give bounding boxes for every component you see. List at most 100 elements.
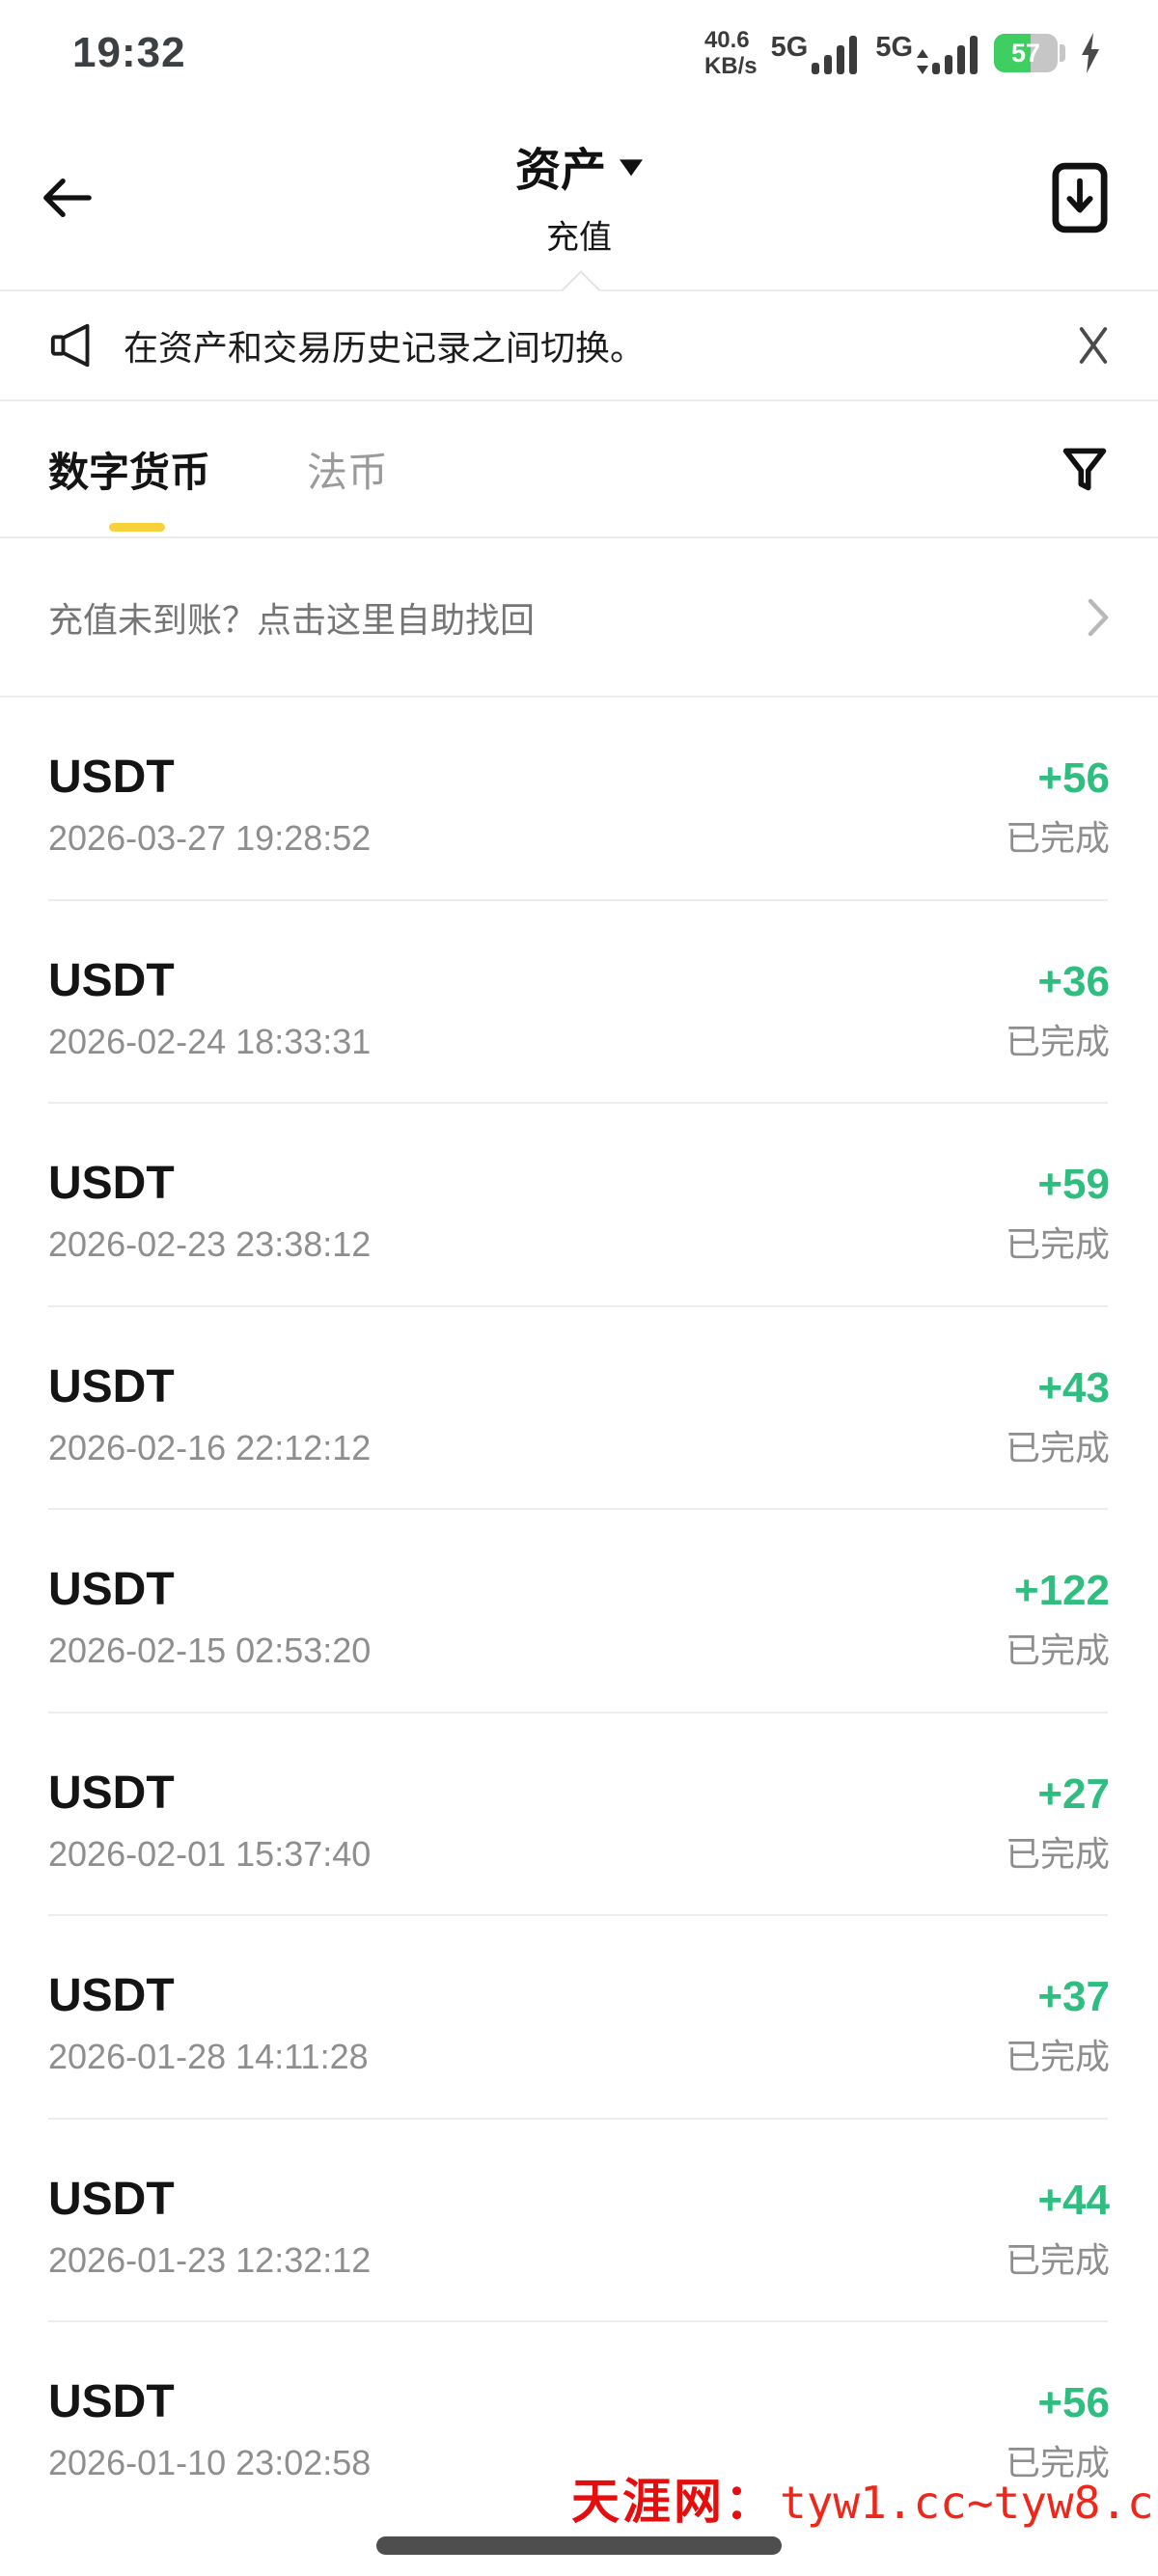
asset-name: USDT: [48, 1158, 175, 1210]
back-button[interactable]: [41, 176, 93, 220]
back-arrow-icon: [43, 178, 92, 218]
status-bar: 19:32 40.6 KB/s 5G 5G: [0, 0, 1158, 106]
home-indicator[interactable]: [376, 2536, 782, 2555]
tab-fiat[interactable]: 法币: [307, 440, 388, 499]
deposit-amount: +27: [1037, 1769, 1110, 1818]
deposit-row-line1: USDT +27: [48, 1768, 1110, 1819]
deposit-status: 已完成: [1005, 1427, 1110, 1467]
announcement-speaker-icon: [50, 323, 90, 368]
deposit-row[interactable]: USDT +37 2026-01-28 14:11:28 已完成: [0, 1916, 1158, 2120]
deposit-row-line1: USDT +36: [48, 954, 1110, 1006]
deposit-datetime: 2026-01-28 14:11:28: [48, 2037, 369, 2077]
deposit-recovery-link[interactable]: 充值未到账？点击这里自助找回: [0, 538, 1158, 696]
battery-percent: 57: [1010, 38, 1041, 68]
deposit-row-line1: USDT +43: [48, 1361, 1110, 1412]
deposit-row[interactable]: USDT +43 2026-02-16 22:12:12 已完成: [0, 1307, 1158, 1511]
currency-tabs: 数字货币 法币: [0, 401, 1158, 536]
deposit-row-line2: 2026-02-24 18:33:31 已完成: [48, 1022, 1110, 1062]
watermark-site-name: 天涯网：: [571, 2475, 776, 2529]
deposit-amount: +59: [1037, 1161, 1110, 1209]
watermark-urls: tyw1.cc~tyw8.cc: [780, 2477, 1158, 2529]
deposit-datetime: 2026-02-24 18:33:31: [48, 1021, 372, 1061]
deposit-datetime: 2026-02-01 15:37:40: [48, 1833, 372, 1874]
sim1-signal: 5G: [771, 32, 863, 74]
battery-group: 57: [994, 34, 1065, 72]
deposit-amount: +37: [1037, 1973, 1110, 2021]
banner-message: 在资产和交易历史记录之间切换。: [124, 328, 646, 368]
battery-indicator: 57: [994, 34, 1058, 72]
assets-dropdown[interactable]: 资产: [515, 132, 643, 199]
announcement-banner: 在资产和交易历史记录之间切换。: [0, 291, 1158, 399]
deposit-status: 已完成: [1005, 1833, 1110, 1874]
deposit-row-line1: USDT +56: [48, 2377, 1110, 2427]
deposit-amount: +36: [1037, 957, 1110, 1005]
asset-name: USDT: [48, 1767, 175, 1819]
deposit-row[interactable]: USDT +56 2026-03-27 19:28:52 已完成: [0, 698, 1158, 901]
signal-bars-icon: [812, 36, 858, 74]
network-speed: 40.6 KB/s: [704, 27, 758, 79]
site-watermark: 天涯网： tyw1.cc~tyw8.cc: [571, 2463, 1158, 2533]
deposit-datetime: 2026-01-10 23:02:58: [48, 2443, 372, 2483]
asset-name: USDT: [48, 954, 175, 1006]
sim1-network-label: 5G: [770, 32, 809, 63]
deposit-row-line1: USDT +44: [48, 2173, 1110, 2225]
deposit-status: 已完成: [1005, 2443, 1110, 2483]
deposit-amount: +44: [1037, 2176, 1110, 2224]
deposit-row[interactable]: USDT +36 2026-02-24 18:33:31 已完成: [0, 901, 1158, 1105]
deposit-row[interactable]: USDT +44 2026-01-23 12:32:12 已完成: [0, 2120, 1158, 2323]
deposit-status: 已完成: [1005, 818, 1110, 859]
close-icon: [1079, 327, 1108, 364]
sim2-network-label: 5G: [875, 32, 913, 63]
deposit-row-line2: 2026-01-10 23:02:58 已完成: [48, 2443, 1110, 2483]
deposit-row-line2: 2026-02-16 22:12:12 已完成: [48, 1428, 1110, 1468]
battery-fill: [994, 34, 1031, 72]
deposit-row-line2: 2026-01-23 12:32:12 已完成: [48, 2240, 1110, 2281]
asset-name: USDT: [48, 1564, 175, 1616]
deposit-amount: +56: [1037, 2379, 1110, 2427]
deposit-status: 已完成: [1005, 2239, 1110, 2280]
filter-funnel-icon: [1062, 448, 1107, 491]
deposit-datetime: 2026-02-15 02:53:20: [48, 1631, 372, 1671]
deposit-list: USDT +56 2026-03-27 19:28:52 已完成 USDT +3…: [0, 698, 1158, 2526]
page-header: 资产 充值: [0, 106, 1158, 309]
tab-crypto[interactable]: 数字货币: [48, 440, 210, 499]
deposit-row[interactable]: USDT +56 2026-01-10 23:02:58 已完成: [0, 2322, 1158, 2526]
export-history-button[interactable]: [1052, 162, 1108, 233]
deposit-status: 已完成: [1005, 1021, 1110, 1061]
deposit-datetime: 2026-02-16 22:12:12: [48, 1427, 372, 1467]
deposit-datetime: 2026-03-27 19:28:52: [48, 818, 372, 859]
network-speed-value: 40.6: [703, 27, 750, 53]
battery-tip: [1060, 44, 1065, 62]
deposit-row-line1: USDT +59: [48, 1159, 1110, 1209]
deposit-row[interactable]: USDT +59 2026-02-23 23:38:12 已完成: [0, 1104, 1158, 1307]
download-icon: [1052, 162, 1108, 233]
banner-close-button[interactable]: [1077, 325, 1110, 366]
divider: [0, 696, 1158, 698]
deposit-status: 已完成: [1005, 1224, 1110, 1265]
deposit-row-line1: USDT +122: [48, 1565, 1110, 1615]
charging-bolt-icon: [1082, 33, 1099, 73]
asset-name: USDT: [48, 2376, 175, 2428]
deposit-row-line2: 2026-03-27 19:28:52 已完成: [48, 818, 1110, 859]
deposit-row[interactable]: USDT +27 2026-02-01 15:37:40 已完成: [0, 1713, 1158, 1917]
deposit-status: 已完成: [1005, 2037, 1110, 2077]
deposit-row-line2: 2026-02-23 23:38:12 已完成: [48, 1224, 1110, 1265]
deposit-row[interactable]: USDT +122 2026-02-15 02:53:20 已完成: [0, 1510, 1158, 1713]
asset-name: USDT: [48, 1970, 175, 2022]
recovery-link-text: 充值未到账？点击这里自助找回: [48, 599, 536, 640]
active-tab-underline: [109, 523, 165, 532]
filter-button[interactable]: [1060, 443, 1110, 495]
sim2-signal: 5G: [875, 32, 980, 74]
deposit-datetime: 2026-02-23 23:38:12: [48, 1224, 372, 1265]
network-speed-unit: KB/s: [703, 53, 758, 79]
deposit-datetime: 2026-01-23 12:32:12: [48, 2239, 372, 2280]
deposit-row-line2: 2026-01-28 14:11:28 已完成: [48, 2037, 1110, 2077]
deposit-row-line2: 2026-02-15 02:53:20 已完成: [48, 1631, 1110, 1671]
chevron-right-icon: [1088, 598, 1109, 636]
header-title-block: 资产 充值: [0, 132, 1158, 258]
deposit-row-line1: USDT +37: [48, 1971, 1110, 2021]
asset-name: USDT: [48, 2173, 175, 2225]
deposit-amount: +56: [1037, 754, 1110, 803]
signal-bars-data-icon: [917, 36, 978, 74]
